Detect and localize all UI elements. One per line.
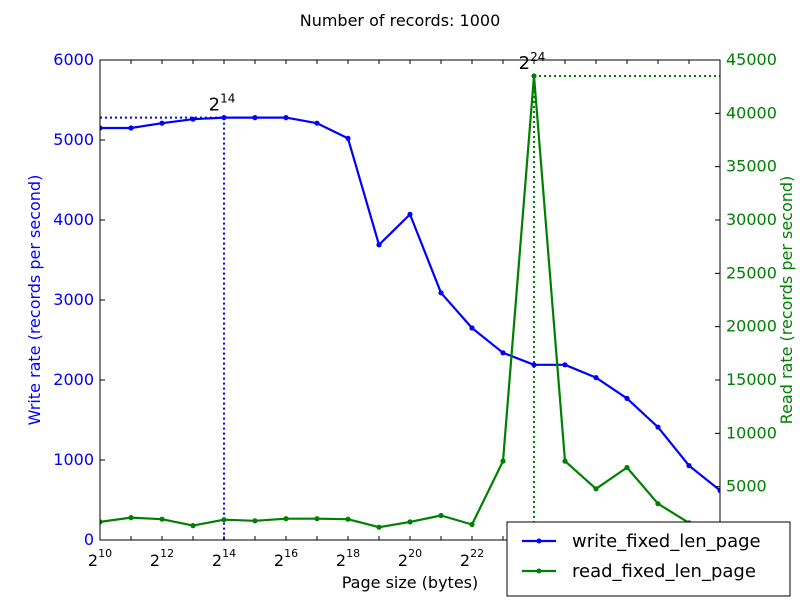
read-fixed-len-page-point xyxy=(159,516,165,522)
write-fixed-len-page-point xyxy=(283,115,289,121)
read-fixed-len-page-point xyxy=(469,521,475,528)
right-y-axis-label: Read rate (records per second) xyxy=(777,176,796,425)
x-axis-tick-label: 214 xyxy=(212,547,236,570)
x-axis-tick-exponent: 18 xyxy=(346,547,360,560)
read-fixed-len-page-point xyxy=(345,516,351,522)
guide-lines-layer xyxy=(100,75,720,540)
right-y-axis-ticks: 5000 10000 15000 20000 25000 30000 35000 40000 4… xyxy=(715,50,777,496)
x-axis-tick-label: 220 xyxy=(398,547,422,570)
x-axis-tick-exponent: 14 xyxy=(222,547,236,560)
right-y-axis-tick-label: 30000 xyxy=(726,210,777,229)
x-axis-tick-label: 210 xyxy=(88,547,112,570)
write-fixed-len-page-point xyxy=(407,211,413,217)
left-y-axis-tick-label: 4000 xyxy=(53,210,94,229)
read-fixed-len-page-point xyxy=(100,519,103,525)
legend-write-label: write_fixed_len_page xyxy=(572,531,761,552)
series-layer xyxy=(100,73,720,538)
write-fixed-len-page-point xyxy=(717,487,720,493)
x-axis-tick-label: 212 xyxy=(150,547,174,570)
right-y-axis-tick-label: 45000 xyxy=(726,50,777,69)
read-fixed-len-page-point xyxy=(438,512,444,519)
right-y-axis-tick-label: 25000 xyxy=(726,263,777,282)
write-fixed-len-page-point xyxy=(531,362,537,368)
legend: write_fixed_len_page read_fixed_len_page xyxy=(506,521,791,597)
x-axis-tick-exponent: 12 xyxy=(160,547,174,560)
read-fixed-len-page-point xyxy=(376,524,382,530)
left-y-axis-ticks: 0 1000 2000 3000 4000 5000 6000 xyxy=(53,50,105,549)
x-axis-tick-exponent: 22 xyxy=(470,547,484,560)
x-axis-tick-label: 218 xyxy=(336,547,360,570)
right-y-axis-tick-label: 40000 xyxy=(726,103,777,122)
read-fixed-len-page-point xyxy=(314,516,320,522)
read-fixed-len-page-point xyxy=(283,516,289,522)
read-fixed-len-page-point xyxy=(252,518,258,524)
legend-box xyxy=(506,521,791,597)
read-fixed-len-page-point xyxy=(190,523,196,529)
left-y-axis-tick-label: 3000 xyxy=(53,290,94,309)
x-axis-tick-label: 222 xyxy=(460,547,484,570)
write-fixed-len-page-point xyxy=(252,115,258,121)
x-axis-label: Page size (bytes) xyxy=(342,573,479,592)
x-axis-tick-exponent: 20 xyxy=(408,547,422,560)
left-y-axis-tick-label: 2000 xyxy=(53,370,94,389)
write-fixed-len-page-point xyxy=(655,424,661,430)
read-fixed-len-page-point xyxy=(128,515,134,521)
read-fixed-len-page-point xyxy=(593,486,599,492)
annotation-exponent: 14 xyxy=(220,92,235,106)
read-fixed-len-page-point xyxy=(531,73,537,79)
read-fixed-len-page-point xyxy=(655,501,661,507)
write-fixed-len-page-point xyxy=(345,135,351,141)
left-y-axis-tick-label: 1000 xyxy=(53,450,94,469)
annotation-exponent: 24 xyxy=(530,50,545,64)
right-y-axis-tick-label: 5000 xyxy=(726,477,767,496)
write-fixed-len-page-point xyxy=(221,115,227,121)
right-y-axis-tick-label: 35000 xyxy=(726,157,777,176)
right-y-axis-tick-label: 15000 xyxy=(726,370,777,389)
legend-write-marker xyxy=(536,538,542,544)
write-fixed-len-page-point xyxy=(128,125,134,131)
read-fixed-len-page-point xyxy=(500,458,506,464)
legend-read-marker xyxy=(536,568,542,574)
chart-title: Number of records: 1000 xyxy=(300,11,501,30)
read-fixed-len-page-point xyxy=(221,517,227,523)
left-y-axis-tick-label: 0 xyxy=(84,530,94,549)
left-y-axis-tick-label: 5000 xyxy=(53,130,94,149)
read-fixed-len-page-point xyxy=(407,519,413,525)
write-fixed-len-page-point xyxy=(159,120,165,126)
write-fixed-len-page-point xyxy=(562,362,568,368)
read-fixed-len-page-point xyxy=(624,464,630,471)
right-y-axis-tick-label: 10000 xyxy=(726,423,777,442)
plot-background xyxy=(100,60,720,540)
write-fixed-len-page-point xyxy=(686,463,692,469)
x-axis-tick-exponent: 16 xyxy=(284,547,298,560)
read-fixed-len-page-point xyxy=(562,458,568,464)
write-fixed-len-page-point xyxy=(190,116,196,122)
write-fixed-len-page-point xyxy=(624,395,630,401)
x-axis-tick-label: 216 xyxy=(274,547,298,570)
x-axis-tick-exponent: 10 xyxy=(98,547,112,560)
write-fixed-len-page-point xyxy=(376,242,382,248)
left-y-axis-label: Write rate (records per second) xyxy=(25,175,44,426)
write-fixed-len-page-point xyxy=(469,325,475,331)
write-fixed-len-page-point xyxy=(438,290,444,296)
write-fixed-len-page-point xyxy=(593,375,599,381)
left-y-axis-tick-label: 6000 xyxy=(53,50,94,69)
legend-read-label: read_fixed_len_page xyxy=(572,561,756,582)
write-fixed-len-page-point xyxy=(100,125,103,131)
write-fixed-len-page-point xyxy=(314,120,320,126)
right-y-axis-tick-label: 20000 xyxy=(726,317,777,336)
write-fixed-len-page-point xyxy=(500,350,506,356)
